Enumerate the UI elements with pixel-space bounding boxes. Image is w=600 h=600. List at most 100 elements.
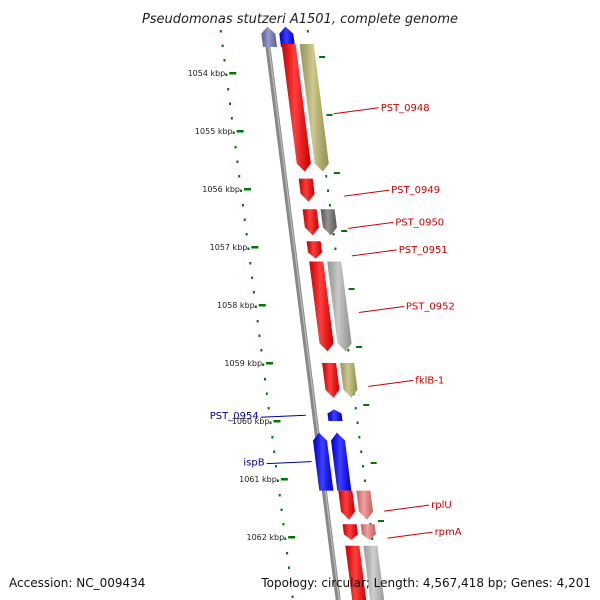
gene-arrow-shading	[342, 524, 358, 540]
gene-arrow-shading	[331, 432, 352, 491]
ring-dot	[276, 479, 279, 482]
gene-rpmA-cog[interactable]	[360, 524, 376, 540]
ring-dot	[273, 450, 276, 453]
gene-label-PST_0950[interactable]: PST_0950	[395, 217, 444, 228]
ring-dot	[254, 305, 257, 308]
ring-dot	[236, 160, 239, 163]
gene-top-reverse[interactable]	[279, 26, 295, 47]
ring-dot	[354, 407, 357, 410]
ruler-tick-label: 1058 kbp	[217, 301, 255, 310]
ring-dot	[267, 407, 270, 410]
ring-dot	[358, 436, 361, 439]
label-leader	[358, 305, 404, 313]
ring-dot	[334, 247, 337, 250]
gene-label-PST_0948[interactable]: PST_0948	[381, 103, 430, 114]
gene-PST_0950[interactable]	[302, 209, 319, 236]
map-title: Pseudomonas stutzeri A1501, complete gen…	[142, 12, 458, 27]
gene-PST_0952-cog[interactable]	[327, 261, 352, 352]
ring-dot	[271, 436, 274, 439]
gene-PST_0952[interactable]	[309, 261, 334, 352]
label-leader	[384, 504, 430, 512]
ruler-tick	[273, 420, 281, 423]
ring-dot	[332, 233, 335, 236]
ruler-tick-label: 1054 kbp	[188, 69, 226, 78]
gene-arrow-shading	[320, 209, 337, 236]
gene-label-PST_0949[interactable]: PST_0949	[391, 185, 440, 196]
gene-features	[261, 26, 385, 600]
gene-arrow-shading	[261, 26, 277, 47]
ring-dot	[362, 465, 365, 468]
gene-arrow-shading	[279, 26, 295, 47]
ruler-tick-label: 1059 kbp	[224, 359, 262, 368]
ring-dot	[229, 102, 232, 105]
ruler-tick	[266, 362, 274, 365]
gene-label-PST_0954[interactable]: PST_0954	[210, 411, 259, 422]
ring-dot	[219, 30, 222, 33]
ruler-tick-label: 1056 kbp	[202, 185, 240, 194]
gene-ispB-left[interactable]	[313, 432, 334, 491]
gene-arrow-shading	[322, 363, 340, 398]
gene-rplU-cog[interactable]	[356, 490, 373, 520]
genome-backbone	[263, 29, 341, 600]
gene-label-ispB[interactable]: ispB	[243, 458, 264, 469]
outer-tick	[363, 404, 370, 406]
ruler-tick	[244, 188, 252, 191]
gene-PST_0949[interactable]	[298, 178, 315, 202]
gene-PST_0948[interactable]	[281, 44, 311, 172]
outer-tick	[348, 288, 355, 290]
ring-dot	[327, 189, 330, 192]
ring-dot	[251, 276, 254, 279]
ring-dot	[284, 537, 287, 540]
gene-ispB[interactable]	[331, 432, 352, 491]
label-leader	[351, 249, 397, 257]
gene-arrow-shading	[345, 545, 367, 600]
gene-bottom-forward-cog[interactable]	[363, 545, 385, 600]
ring-dot	[287, 566, 290, 569]
ring-dot	[256, 320, 259, 323]
gene-PST_0948-cog[interactable]	[299, 44, 329, 172]
gene-arrow-shading	[360, 524, 376, 540]
gene-label-rpmA[interactable]: rpmA	[435, 527, 462, 538]
ring-dot	[269, 421, 272, 424]
outer-tick	[378, 520, 385, 522]
gene-bottom-forward[interactable]	[345, 545, 367, 600]
ring-dot	[262, 363, 265, 366]
gene-arrow-shading	[309, 261, 334, 352]
ring-dot	[234, 146, 237, 149]
gene-arrow-shading	[299, 44, 329, 172]
ring-dot	[240, 189, 243, 192]
gene-PST_0951[interactable]	[306, 241, 323, 259]
gene-rplU[interactable]	[338, 490, 355, 520]
ring-dot	[280, 508, 283, 511]
ring-dot	[221, 44, 224, 47]
ring-dot	[230, 117, 233, 120]
ring-dot	[225, 73, 228, 76]
ring-dot	[249, 262, 252, 265]
ring-dot	[282, 523, 285, 526]
ring-dot	[356, 421, 359, 424]
gene-label-fklB-1[interactable]: fklB-1	[415, 375, 444, 386]
ruler-tick-label: 1057 kbp	[210, 243, 248, 252]
gene-rpmA[interactable]	[342, 524, 358, 540]
gene-label-rplU[interactable]: rplU	[431, 500, 452, 511]
gene-label-PST_0951[interactable]: PST_0951	[399, 245, 448, 256]
ruler-tick-label: 1061 kbp	[239, 475, 277, 484]
gene-fklB-1[interactable]	[322, 363, 340, 398]
ruler-tick	[251, 246, 259, 249]
gene-arrow-shading	[298, 178, 315, 202]
ring-dot	[241, 204, 244, 207]
gene-arrow-shading	[313, 432, 334, 491]
label-leader	[348, 221, 394, 229]
ruler-ticks	[219, 30, 296, 598]
gene-PST_0954[interactable]	[327, 409, 343, 421]
ring-dot	[291, 595, 294, 598]
gene-top-reverse-shade[interactable]	[261, 26, 277, 47]
ring-dot	[278, 494, 281, 497]
gene-label-PST_0952[interactable]: PST_0952	[406, 301, 455, 312]
ring-dot	[360, 450, 363, 453]
gene-PST_0950-cog[interactable]	[320, 209, 337, 236]
backbone-highlight	[266, 29, 340, 600]
gene-fklB-1-cog[interactable]	[340, 363, 358, 398]
ruler-tick-label: 1062 kbp	[246, 533, 284, 542]
